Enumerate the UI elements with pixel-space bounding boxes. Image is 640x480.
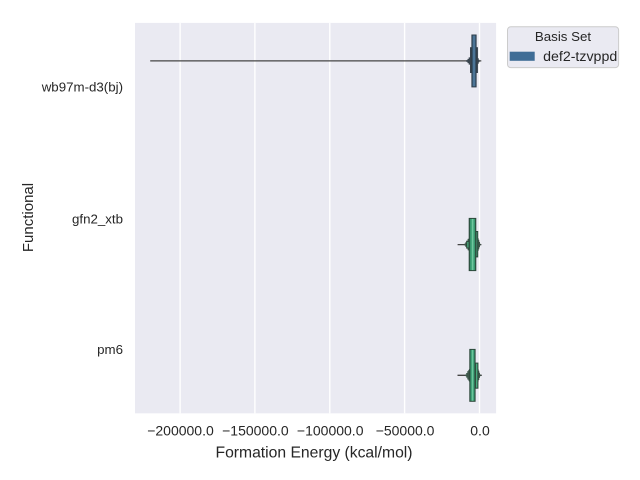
svg-text:Formation Energy (kcal/mol): Formation Energy (kcal/mol) — [215, 445, 412, 462]
svg-text:−100000.0: −100000.0 — [297, 423, 364, 439]
svg-text:−50000.0: −50000.0 — [376, 423, 435, 439]
svg-text:Functional: Functional — [20, 183, 37, 252]
svg-text:Basis Set: Basis Set — [535, 29, 591, 44]
svg-text:−150000.0: −150000.0 — [222, 423, 289, 439]
svg-text:def2-tzvppd: def2-tzvppd — [543, 49, 617, 65]
svg-text:0.0: 0.0 — [470, 423, 490, 439]
svg-text:gfn2_xtb: gfn2_xtb — [72, 212, 123, 227]
svg-text:−200000.0: −200000.0 — [147, 423, 214, 439]
svg-text:pm6: pm6 — [97, 342, 123, 357]
svg-text:wb97m-d3(bj): wb97m-d3(bj) — [41, 80, 123, 95]
